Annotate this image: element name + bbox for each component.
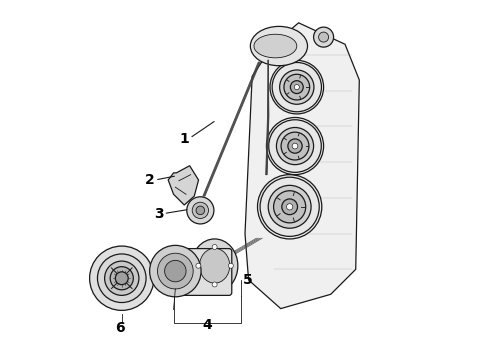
Circle shape [228,263,233,268]
Circle shape [212,282,217,287]
Ellipse shape [254,34,297,58]
Circle shape [280,70,314,104]
Circle shape [187,197,214,224]
Circle shape [165,260,186,282]
Text: 4: 4 [202,318,212,332]
Circle shape [292,143,298,149]
Circle shape [281,132,309,160]
Circle shape [196,263,201,268]
Polygon shape [245,23,359,309]
Text: 5: 5 [243,273,252,287]
Circle shape [284,74,310,100]
Circle shape [268,185,311,228]
Circle shape [115,272,128,285]
Circle shape [104,261,139,296]
Circle shape [314,27,334,47]
Circle shape [288,139,302,153]
Circle shape [157,253,193,289]
Circle shape [287,204,293,210]
Text: 1: 1 [179,132,189,146]
Circle shape [149,246,201,297]
Circle shape [276,127,314,165]
Circle shape [196,206,205,215]
Ellipse shape [199,248,230,283]
FancyBboxPatch shape [167,249,232,296]
Circle shape [318,32,329,42]
Circle shape [273,191,306,223]
Polygon shape [168,166,198,205]
Ellipse shape [250,26,308,66]
Circle shape [90,246,154,310]
Circle shape [294,85,299,90]
Circle shape [258,175,322,239]
Circle shape [291,81,303,94]
Circle shape [98,254,146,302]
Circle shape [212,244,217,249]
Text: 3: 3 [154,207,163,221]
Circle shape [270,60,323,114]
Circle shape [110,267,133,290]
Circle shape [282,199,297,215]
Ellipse shape [192,239,238,293]
Circle shape [192,202,208,219]
Circle shape [267,117,323,175]
Text: 2: 2 [145,173,155,187]
Text: 6: 6 [115,321,125,335]
